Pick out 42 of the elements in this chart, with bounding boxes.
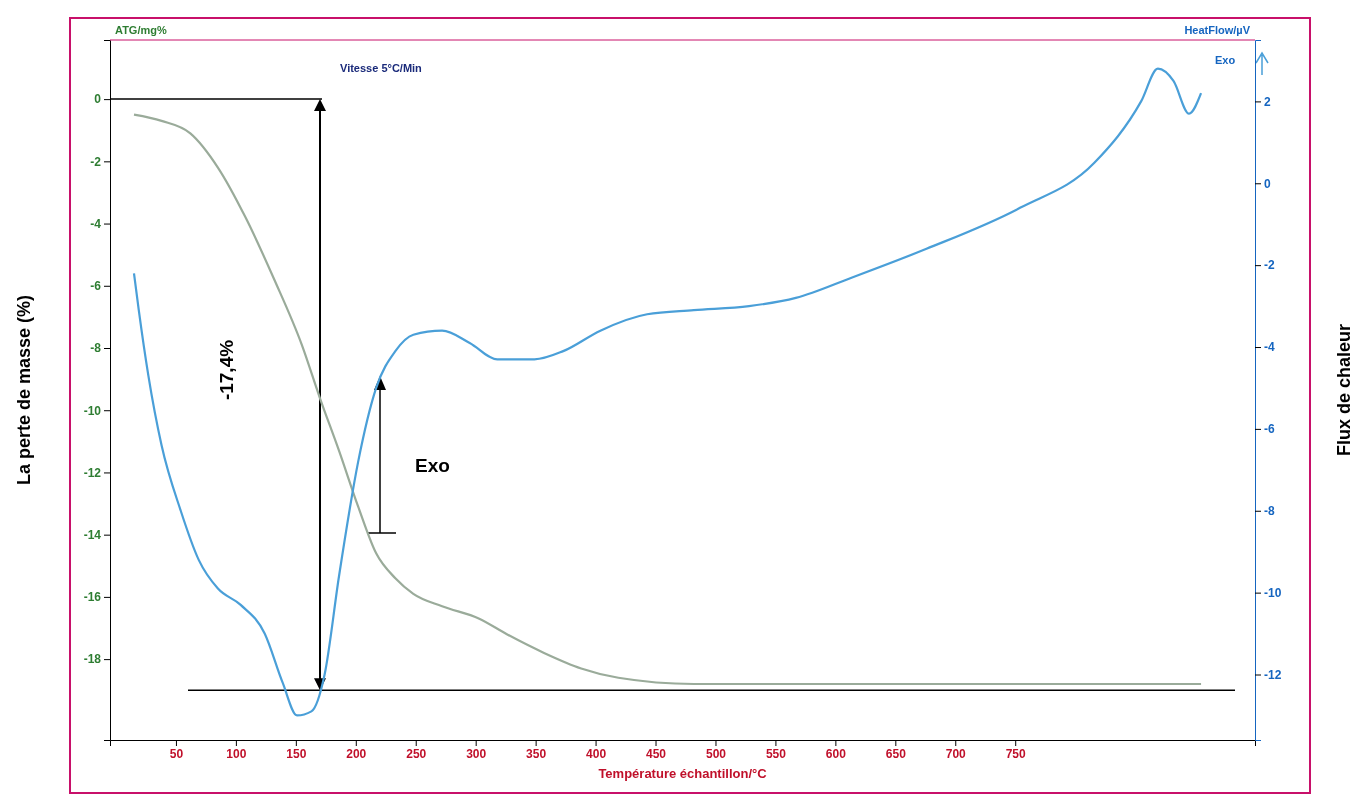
text: HeatFlow/µV [1184,24,1251,36]
x-tick-label: 450 [646,746,667,761]
x-tick-label: 500 [705,746,727,761]
y-tick-label: -18 [83,652,102,667]
x-tick-label: 50 [169,746,184,761]
y-tick-label: 0 [94,92,102,107]
x-tick-label: 550 [765,746,787,761]
y-tick-label: -6 [90,279,102,294]
annotation: Vitesse 5°C/Min [340,62,423,74]
y2-axis-title: Flux de chaleur [1334,323,1354,457]
annotation: -17,4% [216,339,238,401]
x-tick-label: 300 [466,746,487,761]
x-axis-title: Température échantillon/°C [598,766,768,781]
x-tick-label: 250 [406,746,427,761]
x-tick-label: 150 [286,746,307,761]
y2-tick-label: -2 [1264,258,1275,273]
x-tick-label: 200 [346,746,367,761]
y-tick-label: -4 [90,216,102,231]
annotation: Exo [1215,54,1236,66]
y2-tick-label: -8 [1264,504,1275,519]
y-tick-label: -14 [83,528,102,543]
x-tick-label: 350 [526,746,547,761]
annotation: Exo [415,455,450,476]
y-tick-label: -10 [83,403,102,418]
text: ATG/mg% [115,24,167,36]
y2-tick-label: -12 [1264,667,1282,682]
y-tick-label: -12 [83,465,102,480]
x-tick-label: 600 [825,746,847,761]
x-tick-label: 700 [945,746,967,761]
y2-tick-label: -10 [1264,585,1282,600]
x-tick-label: 750 [1005,746,1027,761]
y-tick-label: -8 [90,341,102,356]
y-tick-label: -2 [90,154,102,169]
y2-tick-label: 2 [1264,94,1271,109]
x-tick-label: 650 [885,746,907,761]
y-tick-label: -16 [83,590,102,605]
y2-tick-label: 0 [1264,176,1271,191]
y2-tick-label: -4 [1264,340,1275,355]
x-tick-label: 100 [226,746,247,761]
x-tick-label: 400 [586,746,607,761]
y-axis-title: La perte de masse (%) [14,294,34,486]
y2-tick-label: -6 [1264,422,1275,437]
